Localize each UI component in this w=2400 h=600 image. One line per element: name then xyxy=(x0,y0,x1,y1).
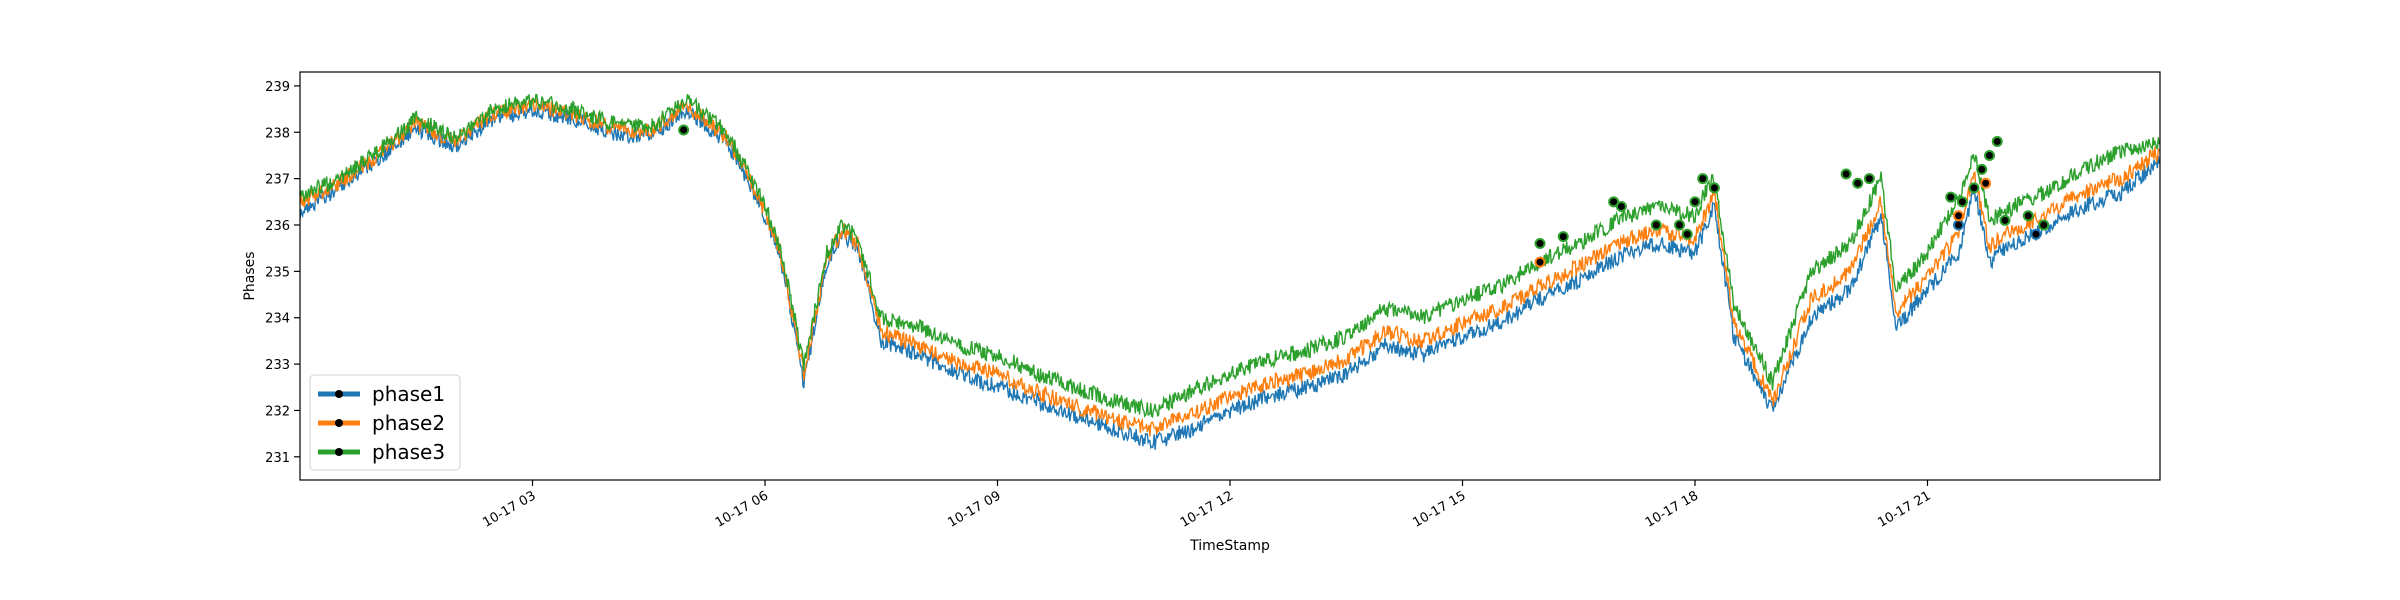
anomaly-marker-phase3 xyxy=(2022,210,2034,222)
series-line-phase3 xyxy=(299,93,2161,419)
y-tick-label: 236 xyxy=(265,219,290,234)
legend-marker-phase1 xyxy=(335,390,343,398)
anomaly-marker-phase2 xyxy=(1953,210,1964,222)
legend: phase1 phase2 phase3 xyxy=(309,374,461,471)
anomaly-marker-phase3 xyxy=(1956,196,1968,208)
legend-box xyxy=(309,374,461,471)
marker-layer xyxy=(678,124,2050,268)
x-tick-label: 10-17 12 xyxy=(1178,488,1236,530)
anomaly-marker-phase3 xyxy=(1534,238,1546,250)
anomaly-marker-phase1 xyxy=(2030,228,2042,240)
anomaly-marker-phase3 xyxy=(1945,191,1957,203)
anomaly-marker-phase3 xyxy=(2038,219,2050,231)
anomaly-marker-phase3 xyxy=(1608,196,1620,208)
y-tick-label: 237 xyxy=(265,173,290,188)
x-tick-label: 10-17 09 xyxy=(945,488,1003,530)
y-tick-label: 238 xyxy=(265,126,290,141)
anomaly-marker-phase3 xyxy=(1976,163,1988,175)
y-tick-label: 234 xyxy=(265,312,290,327)
legend-label-phase3: phase3 xyxy=(372,440,445,464)
y-tick-label: 239 xyxy=(265,80,290,95)
y-tick-label: 233 xyxy=(265,358,290,373)
legend-marker-phase3 xyxy=(335,448,343,456)
anomaly-marker-phase3 xyxy=(1689,196,1701,208)
legend-label-phase1: phase1 xyxy=(372,382,445,406)
anomaly-marker-phase3 xyxy=(1852,177,1864,189)
anomaly-marker-phase3 xyxy=(678,124,690,136)
anomaly-marker-phase3 xyxy=(1615,200,1627,212)
y-axis: 231 232 233 234 235 236 237 238 239 xyxy=(265,80,300,466)
series-layer xyxy=(299,93,2161,450)
x-axis: 10-17 03 10-17 06 10-17 09 10-17 12 10-17 15… xyxy=(480,480,1934,531)
x-tick-label: 10-17 06 xyxy=(713,488,771,530)
y-axis-label: Phases xyxy=(242,251,258,300)
series-line-phase2 xyxy=(299,97,2161,437)
anomaly-marker-phase3 xyxy=(1708,182,1720,194)
anomaly-marker-phase2 xyxy=(1534,256,1546,268)
legend-marker-phase2 xyxy=(335,419,343,427)
anomaly-marker-phase3 xyxy=(1650,219,1662,231)
anomaly-marker-phase3 xyxy=(1863,173,1875,185)
anomaly-marker-phase3 xyxy=(1968,182,1980,194)
anomaly-marker-phase3 xyxy=(1697,173,1709,185)
x-tick-label: 10-17 15 xyxy=(1410,488,1468,530)
anomaly-marker-phase3 xyxy=(1557,231,1569,243)
plot-frame xyxy=(299,71,2161,481)
x-axis-label: TimeStamp xyxy=(1189,538,1270,554)
anomaly-marker-phase3 xyxy=(1840,168,1852,180)
y-tick-label: 232 xyxy=(265,404,290,419)
legend-label-phase2: phase2 xyxy=(372,411,445,435)
x-tick-label: 10-17 03 xyxy=(480,488,538,530)
anomaly-marker-phase2 xyxy=(1980,177,1992,189)
anomaly-marker-phase3 xyxy=(1674,219,1685,231)
y-tick-label: 231 xyxy=(265,451,290,466)
anomaly-marker-phase3 xyxy=(1984,149,1995,161)
y-tick-label: 235 xyxy=(265,265,290,280)
x-tick-label: 10-17 18 xyxy=(1643,488,1701,530)
anomaly-marker-phase3 xyxy=(1681,228,1693,240)
anomaly-marker-phase3 xyxy=(1999,214,2011,226)
anomaly-marker-phase3 xyxy=(1991,136,2003,148)
x-tick-label: 10-17 21 xyxy=(1875,488,1933,530)
anomaly-marker-phase1 xyxy=(1953,219,1964,231)
